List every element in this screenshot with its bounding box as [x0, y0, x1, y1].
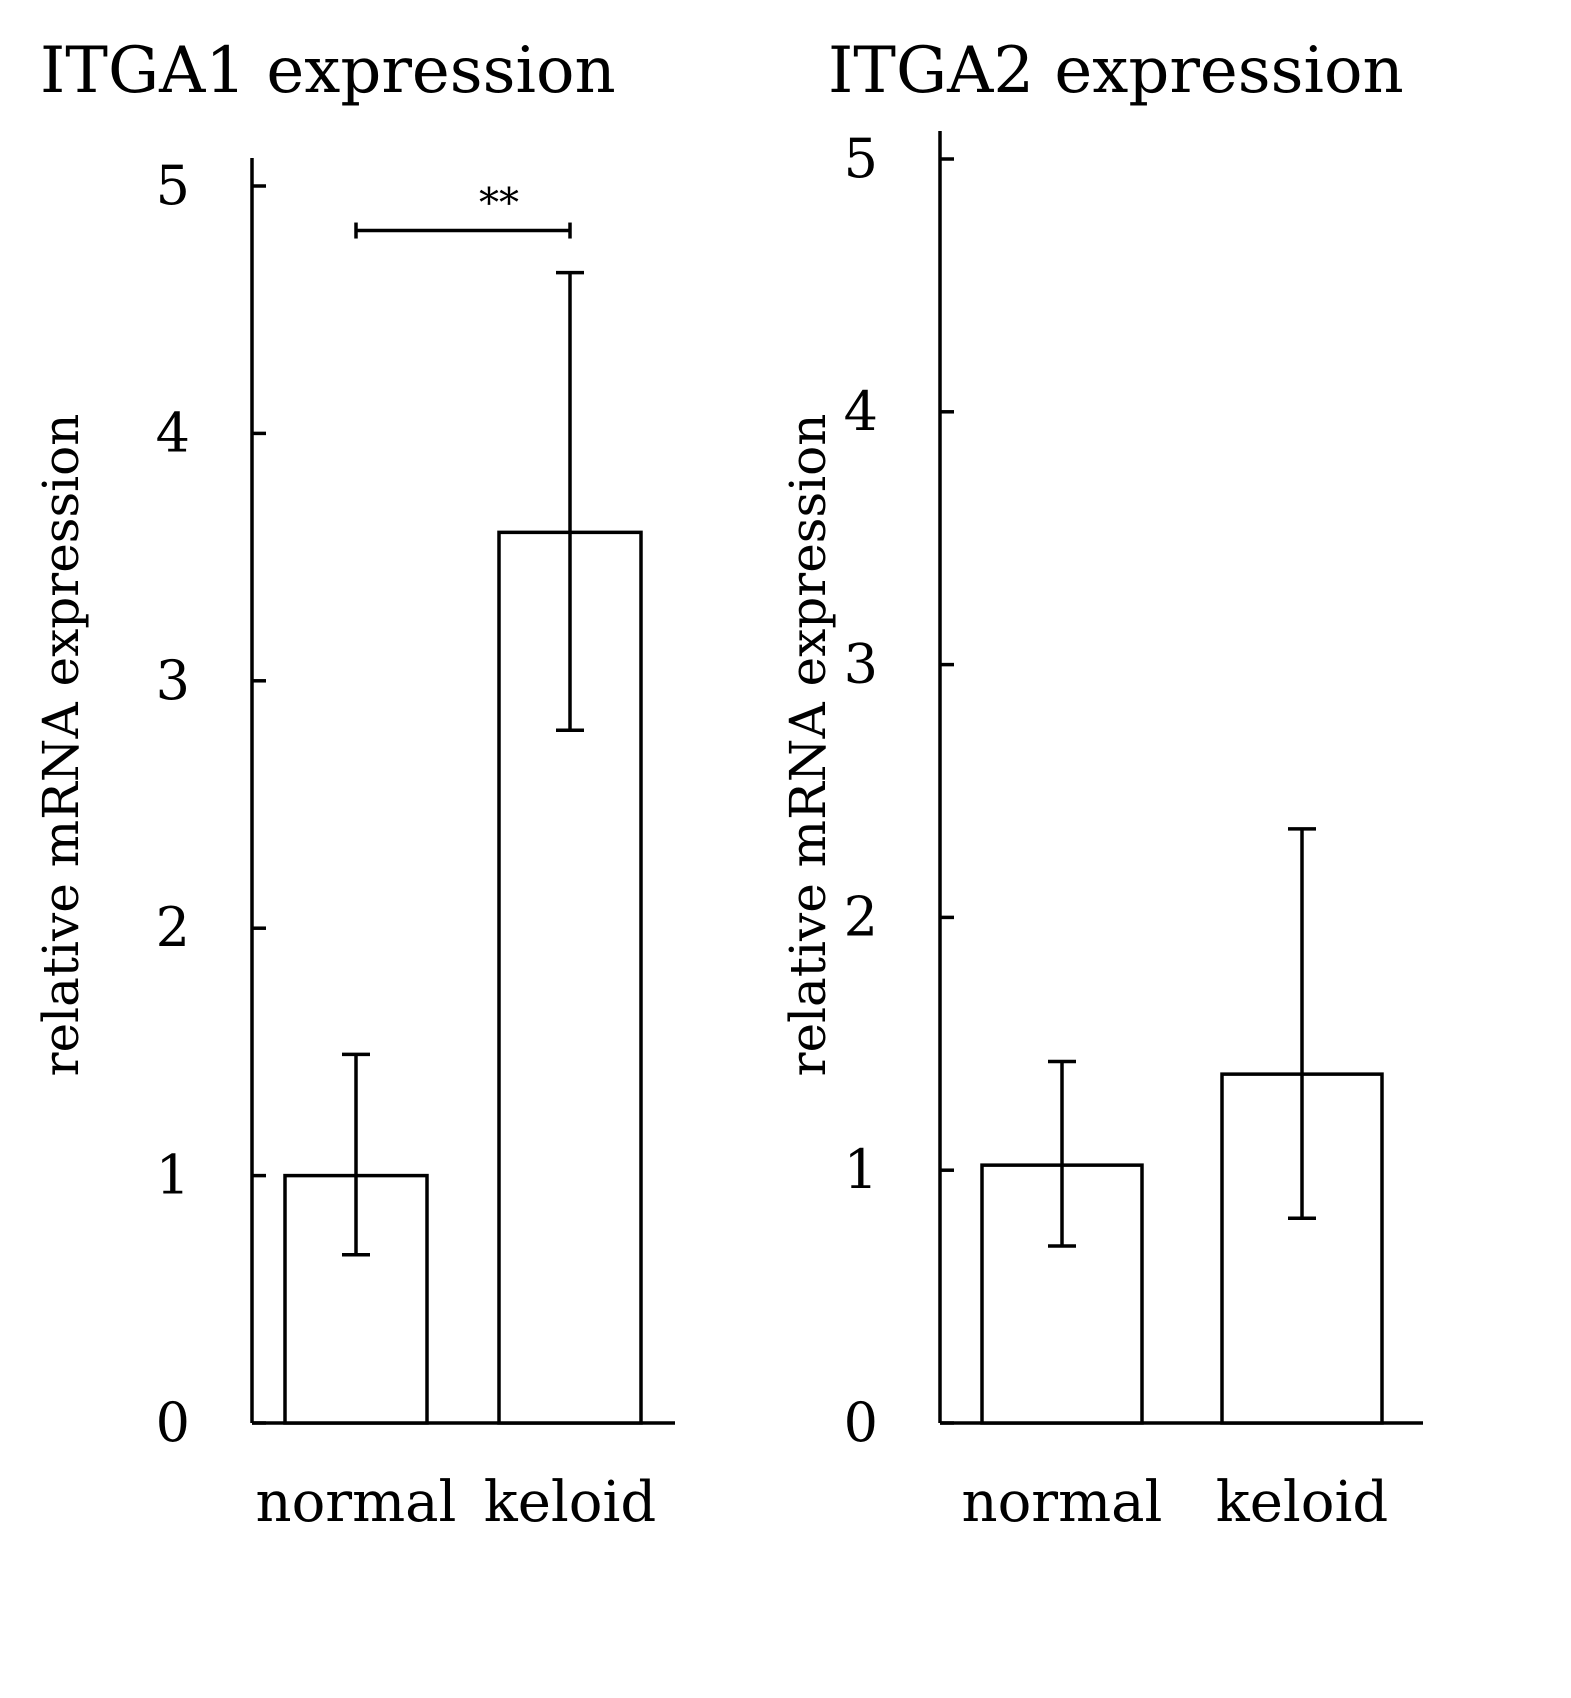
y-tick-label: 1 [156, 1144, 190, 1207]
y-tick-label: 0 [844, 1391, 878, 1454]
chart-panel-itga1: ITGA1 expression relative mRNA expressio… [32, 34, 675, 1535]
chart-title: ITGA2 expression [828, 34, 1404, 108]
x-tick-label-normal: normal [256, 1470, 457, 1535]
y-tick-label: 5 [156, 154, 190, 217]
y-axis-label: relative mRNA expression [779, 414, 837, 1077]
y-axis-label: relative mRNA expression [32, 414, 90, 1077]
plot-area: 0 1 2 3 4 5 normal keloid [844, 127, 1423, 1535]
x-tick-label-keloid: keloid [484, 1470, 656, 1535]
plot-area: 0 1 2 3 4 5 normal keloid ** [156, 154, 675, 1535]
x-tick-label-normal: normal [962, 1470, 1163, 1535]
chart-title: ITGA1 expression [40, 34, 616, 108]
significance-label: ** [479, 181, 519, 227]
y-tick-label: 2 [156, 896, 190, 959]
y-tick-label: 3 [844, 633, 878, 696]
x-tick-label-keloid: keloid [1216, 1470, 1388, 1535]
chart-panel-itga2: ITGA2 expression relative mRNA expressio… [779, 34, 1423, 1535]
y-tick-label: 4 [844, 380, 878, 443]
y-tick-label: 4 [156, 401, 190, 464]
y-tick-label: 3 [156, 649, 190, 712]
y-tick-label: 5 [844, 127, 878, 190]
y-tick-label: 0 [156, 1391, 190, 1454]
y-tick-label: 1 [844, 1138, 878, 1201]
y-tick-label: 2 [844, 885, 878, 948]
